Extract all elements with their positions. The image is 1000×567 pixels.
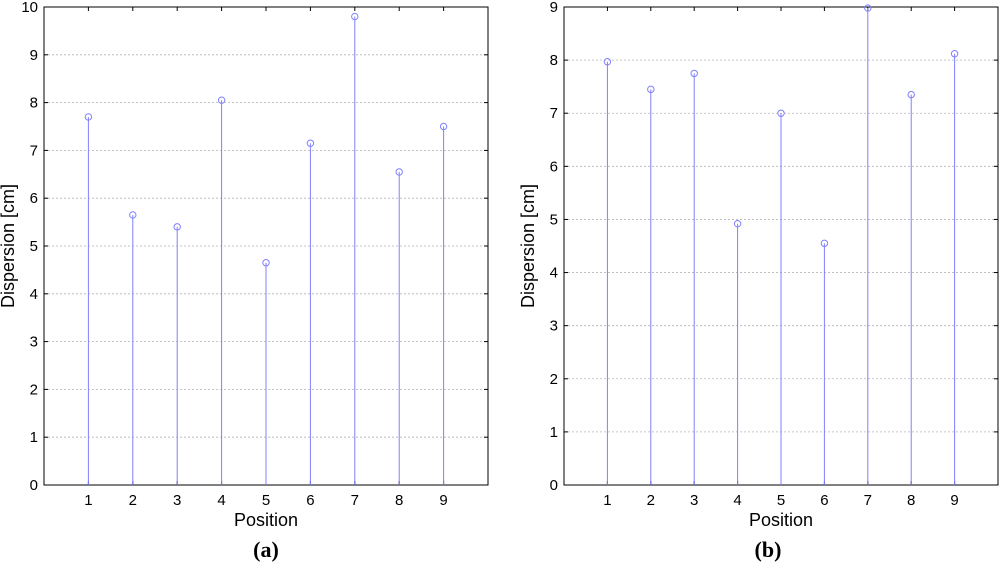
data-point: [820, 239, 829, 248]
y-tick-label: 5: [550, 211, 558, 228]
y-tick-label: 2: [30, 381, 38, 398]
y-tick-label: 2: [550, 371, 558, 388]
data-point: [306, 139, 315, 147]
x-tick-label: 9: [439, 492, 447, 509]
y-tick-label: 4: [550, 265, 558, 282]
x-tick-label: 7: [351, 492, 359, 509]
x-tick-label: 8: [395, 492, 403, 509]
y-tick-label: 1: [30, 429, 38, 446]
data-point: [173, 223, 181, 231]
y-tick-label: 7: [30, 142, 38, 159]
x-tick-label: 3: [690, 492, 698, 509]
x-tick-label: 3: [173, 492, 181, 509]
y-tick-label: 6: [30, 190, 38, 207]
data-point: [262, 259, 270, 267]
y-tick-label: 9: [30, 47, 38, 64]
x-tick-label: 7: [864, 492, 872, 509]
x-tick-label: 4: [217, 492, 225, 509]
chart-panel-b: 0 1 2 3 4 5 6 7 8 9 1 2 3 4 5 6 7 8 9 Position Dispersion [c…: [518, 0, 999, 562]
y-tick-label: 10: [21, 0, 38, 16]
y-tick-label: 7: [550, 105, 558, 122]
y-tick-label: 3: [30, 334, 38, 351]
y-tick-label: 0: [550, 477, 558, 494]
x-tick-label: 6: [306, 492, 314, 509]
data-point: [907, 90, 915, 99]
x-axis-label: Position: [234, 510, 298, 530]
y-tick-label: 9: [550, 0, 558, 16]
data-point: [950, 50, 959, 58]
y-tick-label: 6: [550, 158, 558, 175]
panel-caption: (a): [253, 537, 279, 562]
data-point: [690, 69, 698, 78]
x-tick-label: 4: [733, 492, 741, 509]
data-point: [439, 122, 448, 131]
y-tick-label: 0: [30, 477, 38, 494]
chart-panel-a: 0 1 2 3 4 5 6 7 8 9 10 1 2 3 4 5 6 7 8 9 Position Dispersion …: [0, 0, 489, 562]
data-point: [84, 113, 93, 121]
x-tick-label: 9: [950, 492, 958, 509]
x-tick-label: 5: [262, 492, 270, 509]
x-tick-label: 1: [84, 492, 92, 509]
x-tick-label: 1: [603, 492, 611, 509]
y-tick-label: 1: [550, 424, 558, 441]
x-tick-label: 8: [907, 492, 915, 509]
data-point: [217, 96, 226, 104]
y-tick-label: 3: [550, 318, 558, 335]
y-tick-label: 4: [30, 286, 38, 303]
data-point: [603, 58, 612, 66]
data-point: [647, 85, 655, 94]
y-axis-label: Dispersion [cm]: [0, 184, 18, 308]
x-axis-label: Position: [749, 510, 813, 530]
y-tick-label: 8: [30, 95, 38, 112]
data-point: [351, 12, 359, 21]
data-point: [777, 109, 785, 117]
x-tick-label: 5: [777, 492, 785, 509]
panel-caption: (b): [755, 537, 782, 562]
x-tick-label: 2: [647, 492, 655, 509]
data-point: [733, 219, 742, 228]
x-tick-label: 6: [820, 492, 828, 509]
y-tick-label: 5: [30, 238, 38, 255]
x-tick-label: 2: [129, 492, 137, 509]
y-axis-label: Dispersion [cm]: [518, 184, 538, 308]
data-point: [864, 4, 872, 12]
data-point: [395, 168, 403, 176]
y-tick-label: 8: [550, 52, 558, 69]
data-point: [129, 211, 137, 219]
